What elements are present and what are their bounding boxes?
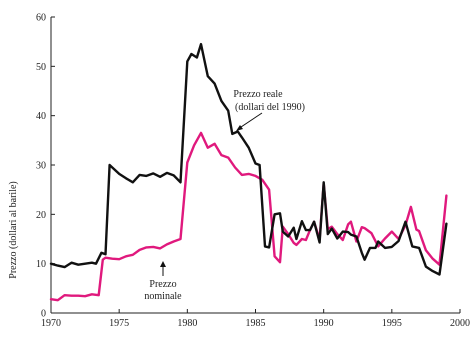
y-tick-label: 20 — [36, 210, 46, 221]
y-tick-label: 60 — [36, 13, 46, 24]
annotation-nominal-line2: nominale — [144, 291, 182, 302]
series-nominal-price-line — [49, 131, 448, 302]
axes — [50, 17, 460, 314]
annotation-real-line1: Prezzo reale — [233, 89, 283, 100]
annotation-nominal-line1: Prezzo — [149, 279, 176, 290]
y-tick-label: 10 — [36, 259, 46, 270]
y-tick-label: 30 — [36, 161, 46, 172]
annotation-real-line2: (dollari del 1990) — [235, 102, 305, 113]
series-layer — [49, 42, 448, 302]
x-tick-label: 1980 — [177, 318, 197, 329]
annotations: Prezzo reale (dollari del 1990) Prezzo n… — [144, 89, 305, 302]
x-tick-label: 1985 — [246, 318, 266, 329]
x-ticks: 1970 1975 1980 1985 1990 1995 2000 — [41, 309, 470, 329]
x-tick-label: 1990 — [314, 318, 334, 329]
annotation-real-arrowhead — [236, 125, 243, 131]
y-ticks: 0 10 20 30 40 50 60 — [36, 13, 55, 320]
x-tick-label: 2000 — [450, 318, 470, 329]
y-tick-label: 40 — [36, 111, 46, 122]
series-real-price-line — [49, 42, 448, 276]
y-tick-label: 50 — [36, 62, 46, 73]
x-tick-label: 1970 — [41, 318, 61, 329]
y-tick-label: 0 — [41, 309, 46, 320]
x-tick-label: 1995 — [382, 318, 402, 329]
x-tick-label: 1975 — [109, 318, 129, 329]
annotation-real-arrow — [237, 112, 263, 130]
annotation-nominal-arrowhead — [160, 261, 166, 267]
y-axis-title: Prezzo (dollari al barile) — [8, 181, 19, 278]
